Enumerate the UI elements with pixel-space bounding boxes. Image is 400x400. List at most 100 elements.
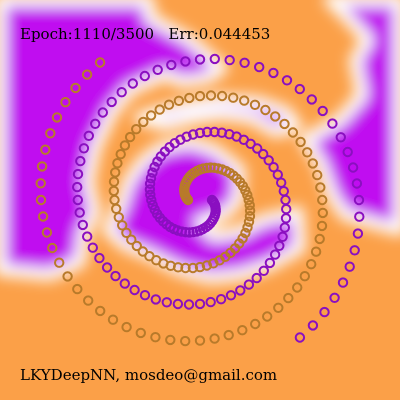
- class-b-point: [249, 99, 261, 111]
- class-b-point: [209, 333, 220, 344]
- class-b-point: [299, 271, 310, 282]
- class-a-point: [181, 131, 192, 142]
- class-a-point: [77, 219, 89, 231]
- class-b-point: [54, 257, 65, 268]
- class-a-point: [254, 61, 265, 73]
- class-a-point: [129, 284, 140, 296]
- class-a-point: [139, 70, 151, 82]
- class-a-point: [75, 155, 86, 167]
- class-a-point: [72, 181, 83, 193]
- class-a-point: [116, 87, 127, 98]
- class-a-point: [264, 257, 276, 269]
- class-a-point: [235, 285, 246, 296]
- class-b-point: [273, 302, 284, 313]
- class-b-point: [112, 158, 123, 169]
- class-b-point: [135, 327, 147, 339]
- class-a-point: [145, 173, 157, 184]
- class-a-point: [194, 54, 206, 65]
- class-a-point: [97, 107, 109, 118]
- class-a-point: [144, 184, 156, 195]
- class-a-point: [347, 162, 359, 173]
- class-a-point: [194, 298, 206, 310]
- class-b-point: [302, 147, 313, 158]
- class-a-point: [82, 231, 93, 242]
- class-b-point: [228, 92, 239, 103]
- class-a-point: [152, 64, 163, 76]
- class-a-point: [215, 294, 227, 305]
- class-b-point: [145, 110, 157, 121]
- class-a-point: [294, 332, 306, 343]
- class-b-point: [72, 283, 83, 295]
- class-b-point: [239, 95, 250, 106]
- class-a-point: [161, 297, 173, 308]
- class-b-point: [165, 334, 176, 346]
- class-a-point: [150, 294, 162, 305]
- class-b-point: [270, 111, 281, 122]
- class-b-point: [35, 178, 46, 189]
- class-b-point: [40, 144, 51, 155]
- class-b-point: [194, 335, 206, 346]
- class-a-point: [353, 194, 365, 206]
- author-credit: LKYDeepNN, mosdeo@gmail.com: [20, 366, 278, 384]
- class-b-point: [180, 335, 191, 347]
- class-b-point: [131, 124, 142, 135]
- class-a-point: [307, 320, 319, 331]
- class-b-point: [243, 194, 254, 206]
- class-b-point: [310, 246, 322, 257]
- class-b-point: [110, 167, 121, 178]
- class-a-point: [279, 222, 290, 233]
- class-b-point: [144, 251, 155, 262]
- class-b-point: [95, 305, 106, 317]
- class-b-point: [194, 90, 206, 102]
- class-b-point: [216, 90, 228, 102]
- class-b-point: [279, 118, 290, 130]
- class-b-point: [242, 189, 253, 201]
- class-a-point: [351, 178, 363, 189]
- class-b-point: [244, 211, 256, 222]
- class-b-point: [137, 246, 149, 257]
- class-b-point: [250, 318, 261, 330]
- class-a-point: [209, 53, 221, 65]
- class-b-point: [70, 82, 81, 94]
- class-b-point: [47, 242, 58, 254]
- class-a-point: [101, 262, 113, 273]
- class-a-point: [110, 270, 121, 282]
- class-a-point: [94, 252, 105, 264]
- class-a-point: [90, 118, 101, 130]
- class-a-point: [78, 143, 90, 154]
- class-b-point: [41, 227, 53, 238]
- class-b-point: [314, 233, 325, 245]
- class-b-point: [83, 295, 94, 306]
- class-b-point: [131, 240, 143, 252]
- class-a-point: [201, 126, 213, 138]
- class-b-point: [36, 161, 48, 172]
- class-a-point: [172, 298, 184, 310]
- class-a-point: [166, 59, 177, 71]
- class-a-point: [329, 292, 340, 303]
- class-a-point: [74, 207, 85, 218]
- class-a-point: [239, 57, 250, 68]
- class-a-point: [187, 129, 199, 140]
- class-a-point: [306, 94, 317, 105]
- class-b-point: [124, 131, 136, 143]
- error-label: Err:: [168, 25, 199, 43]
- class-a-point: [344, 261, 355, 272]
- class-a-point: [337, 277, 349, 288]
- class-b-point: [292, 282, 303, 293]
- class-b-point: [316, 220, 328, 232]
- class-b-point: [242, 222, 253, 233]
- class-a-point: [145, 189, 156, 201]
- class-b-point: [312, 169, 323, 181]
- class-a-point: [258, 265, 269, 276]
- class-a-point: [245, 138, 256, 150]
- class-b-point: [260, 104, 271, 116]
- class-a-point: [83, 130, 95, 142]
- spiral-points: [35, 53, 365, 347]
- class-a-point: [274, 240, 285, 252]
- class-b-point: [194, 261, 206, 273]
- class-a-point: [335, 132, 346, 143]
- class-a-point: [144, 178, 156, 190]
- class-b-point: [121, 227, 132, 239]
